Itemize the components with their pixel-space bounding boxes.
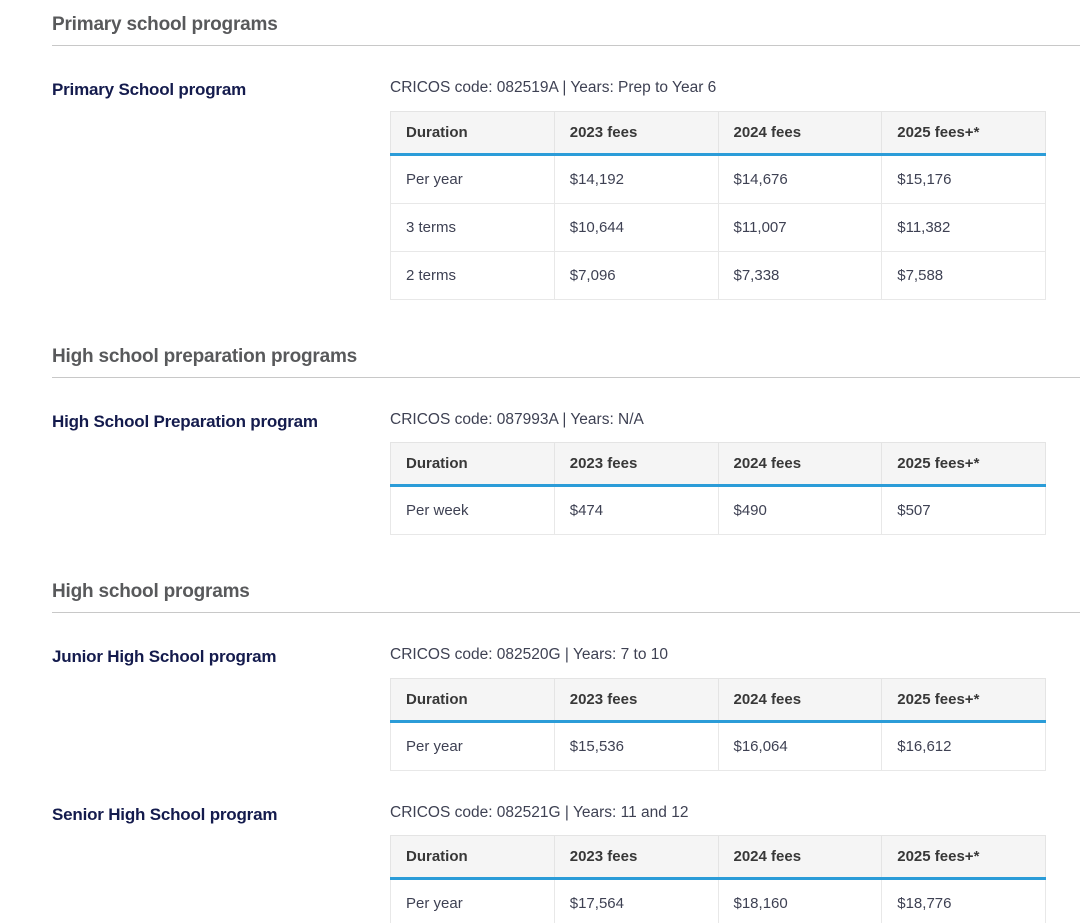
table-cell: $11,007: [717, 202, 883, 252]
table-header-cell: 2025 fees+*: [881, 110, 1046, 156]
table-header-cell: 2023 fees: [553, 835, 719, 881]
table-cell: $7,588: [881, 250, 1046, 300]
table-header-row: Duration 2023 fees 2024 fees 2025 fees+*: [390, 835, 1046, 881]
program-content: CRICOS code: 082521G | Years: 11 and 12 D…: [390, 804, 1046, 923]
program-meta: CRICOS code: 082521G | Years: 11 and 12: [390, 803, 689, 821]
fees-table: Duration 2023 fees 2024 fees 2025 fees+* Per…: [390, 110, 1046, 300]
table-cell: $10,644: [553, 202, 719, 252]
table-header-cell: Duration: [390, 442, 555, 488]
fees-table-head: Duration 2023 fees 2024 fees 2025 fees+*: [390, 110, 1046, 156]
table-row: Per year $14,192 $14,676 $15,176: [390, 153, 1046, 204]
section-heading: High school preparation programs: [52, 346, 1080, 378]
table-header-cell: Duration: [390, 677, 555, 723]
table-cell: Per year: [390, 878, 555, 923]
table-header-cell: 2025 fees+*: [881, 835, 1046, 881]
program-name: Primary School program: [52, 80, 246, 99]
section-heading: Primary school programs: [52, 14, 1080, 46]
program-meta: CRICOS code: 082520G | Years: 7 to 10: [390, 646, 669, 664]
section-heading: High school programs: [52, 581, 1080, 614]
table-cell: $14,676: [717, 153, 883, 204]
fees-table-body: Per year $17,564 $18,160 $18,776: [390, 878, 1046, 923]
table-header-row: Duration 2023 fees 2024 fees 2025 fees+*: [390, 442, 1046, 488]
table-header-row: Duration 2023 fees 2024 fees 2025 fees+*: [390, 110, 1046, 156]
fees-table: Duration 2023 fees 2024 fees 2025 fees+* Per…: [390, 835, 1046, 923]
program-content: CRICOS code: 082519A | Years: Prep to Ye…: [390, 79, 1046, 300]
program-meta: CRICOS code: 082519A | Years: Prep to Ye…: [390, 79, 717, 96]
program-row: Junior High School program CRICOS code: 0…: [52, 646, 1080, 771]
table-cell: $15,536: [553, 720, 719, 771]
table-header-cell: Duration: [390, 110, 555, 156]
program-row: Primary School program CRICOS code: 08251…: [52, 79, 1080, 300]
program-row: Senior High School program CRICOS code: 0…: [52, 804, 1080, 923]
table-header-cell: 2023 fees: [553, 677, 719, 723]
fees-table-body: Per year $15,536 $16,064 $16,612: [390, 720, 1046, 771]
fees-table-body: Per year $14,192 $14,676 $15,176 3 terms $10,…: [390, 153, 1046, 300]
program-name: High School Preparation program: [52, 411, 318, 431]
table-header-cell: 2025 fees+*: [881, 677, 1046, 723]
table-header-cell: 2024 fees: [717, 677, 883, 723]
table-cell: $16,064: [717, 720, 883, 771]
table-cell: Per week: [390, 485, 555, 536]
table-row: 2 terms $7,096 $7,338 $7,588: [390, 250, 1046, 300]
table-cell: $507: [881, 485, 1046, 536]
table-cell: Per year: [390, 153, 555, 204]
table-cell: $14,192: [553, 153, 719, 204]
table-header-cell: 2024 fees: [717, 442, 883, 488]
program-section: Primary school programs Primary School pr…: [52, 14, 1080, 300]
table-header-row: Duration 2023 fees 2024 fees 2025 fees+*: [390, 677, 1046, 723]
table-cell: $474: [553, 485, 719, 536]
table-cell: $11,382: [881, 202, 1046, 252]
fees-table: Duration 2023 fees 2024 fees 2025 fees+* Per…: [390, 677, 1046, 771]
program-section: High school preparation programs High Sch…: [52, 346, 1080, 536]
table-cell: 3 terms: [390, 202, 555, 252]
fees-table-head: Duration 2023 fees 2024 fees 2025 fees+*: [390, 835, 1046, 881]
table-cell: $490: [717, 485, 883, 536]
table-cell: $7,338: [717, 250, 883, 300]
table-cell: 2 terms: [390, 250, 555, 300]
table-row: Per week $474 $490 $507: [390, 485, 1046, 536]
program-name: Senior High School program: [52, 804, 278, 824]
table-cell: $15,176: [881, 153, 1046, 204]
program-content: CRICOS code: 087993A | Years: N/A Duratio…: [390, 411, 1046, 536]
table-cell: $17,564: [553, 878, 719, 923]
table-row: Per year $17,564 $18,160 $18,776: [390, 878, 1046, 923]
program-section: High school programs Junior High School p…: [52, 581, 1080, 923]
table-cell: $18,160: [717, 878, 883, 923]
table-cell: $18,776: [881, 878, 1046, 923]
table-header-cell: 2023 fees: [553, 442, 719, 488]
table-header-cell: 2024 fees: [717, 110, 883, 156]
table-header-cell: 2025 fees+*: [881, 442, 1046, 488]
table-row: Per year $15,536 $16,064 $16,612: [390, 720, 1046, 771]
table-header-cell: 2024 fees: [717, 835, 883, 881]
fees-table-body: Per week $474 $490 $507: [390, 485, 1046, 536]
table-header-cell: 2023 fees: [553, 110, 719, 156]
program-row: High School Preparation program CRICOS co…: [52, 411, 1080, 536]
fees-table-head: Duration 2023 fees 2024 fees 2025 fees+*: [390, 677, 1046, 723]
fees-table-head: Duration 2023 fees 2024 fees 2025 fees+*: [390, 442, 1046, 488]
table-cell: Per year: [390, 720, 555, 771]
program-content: CRICOS code: 082520G | Years: 7 to 10 Dur…: [390, 646, 1046, 771]
fees-table: Duration 2023 fees 2024 fees 2025 fees+* Per…: [390, 442, 1046, 536]
table-cell: $7,096: [553, 250, 719, 300]
table-header-cell: Duration: [390, 835, 555, 881]
table-row: 3 terms $10,644 $11,007 $11,382: [390, 202, 1046, 252]
program-name: Junior High School program: [52, 647, 277, 667]
table-cell: $16,612: [881, 720, 1046, 771]
program-meta: CRICOS code: 087993A | Years: N/A: [390, 410, 644, 428]
fees-content: Primary school programs Primary School pr…: [52, 14, 1080, 923]
